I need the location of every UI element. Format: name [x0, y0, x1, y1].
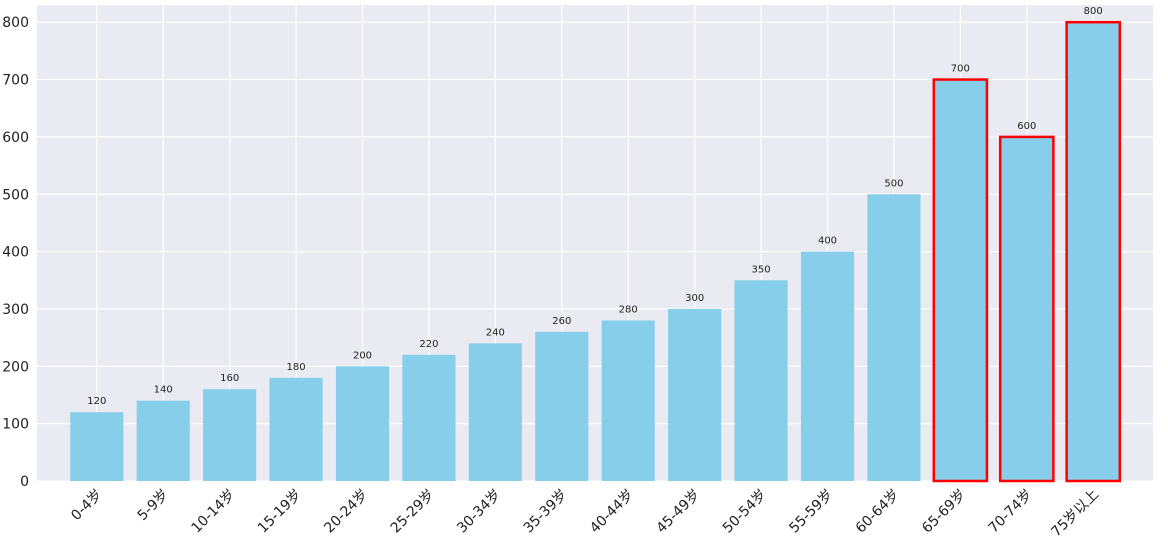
y-tick-label: 0: [20, 474, 29, 490]
bar-7: [535, 331, 589, 481]
data-label-1: 140: [154, 385, 173, 396]
data-label-14: 600: [1017, 121, 1036, 132]
y-tick-label: 700: [2, 73, 29, 89]
bars: [70, 20, 1122, 483]
y-tick-label: 300: [2, 302, 29, 318]
y-tick-label: 100: [2, 417, 29, 433]
x-tick-label: 15-19岁: [255, 487, 305, 537]
bar-14: [998, 135, 1055, 483]
data-labels: 120 140 160 180 200 220 240 260 280 300 350 400 500 7…: [87, 6, 1103, 407]
y-tick-label: 400: [2, 245, 29, 261]
data-label-5: 220: [419, 339, 438, 350]
bar-11: [800, 251, 855, 481]
data-label-13: 700: [951, 64, 970, 75]
data-label-8: 280: [619, 304, 638, 315]
data-label-0: 120: [87, 396, 106, 407]
bar-8: [601, 320, 655, 481]
bar-1: [136, 400, 190, 481]
y-axis-ticks: 0 100 200 300 400 500 600 700 800: [2, 15, 29, 490]
bar-3: [269, 377, 323, 481]
x-tick-label: 70-74岁: [986, 487, 1036, 537]
x-tick-label: 60-64岁: [853, 487, 903, 537]
x-tick-label: 35-39岁: [521, 487, 571, 537]
x-tick-label: 65-69岁: [919, 487, 969, 537]
data-label-4: 200: [353, 350, 372, 361]
x-tick-label: 40-44岁: [587, 487, 637, 537]
x-tick-label: 20-24岁: [321, 487, 371, 537]
data-label-12: 500: [884, 178, 903, 189]
bar-9: [668, 308, 722, 481]
data-label-11: 400: [818, 236, 837, 247]
y-tick-label: 800: [2, 15, 29, 31]
y-tick-label: 500: [2, 187, 29, 203]
data-label-2: 160: [220, 373, 239, 384]
bar-15: [1065, 20, 1122, 483]
y-tick-label: 200: [2, 359, 29, 375]
bar-4: [335, 366, 390, 481]
x-tick-label: 10-14岁: [188, 487, 238, 537]
bar-12: [867, 194, 921, 482]
x-tick-label: 30-34岁: [454, 487, 504, 537]
x-tick-label: 0-4岁: [68, 487, 105, 524]
bar-6: [468, 343, 522, 481]
data-label-7: 260: [552, 316, 571, 327]
x-tick-label: 25-29岁: [388, 487, 438, 537]
x-axis-ticks: 0-4岁 5-9岁 10-14岁 15-19岁 20-24岁 25-29岁 30-34岁 35…: [68, 487, 1102, 537]
bar-13: [932, 78, 989, 483]
data-label-6: 240: [486, 327, 505, 338]
y-tick-label: 600: [2, 130, 29, 146]
data-label-15: 800: [1084, 6, 1103, 17]
x-tick-label: 5-9岁: [135, 487, 172, 524]
x-tick-label: 75岁以上: [1048, 487, 1102, 537]
data-label-9: 300: [685, 293, 704, 304]
data-label-3: 180: [287, 362, 306, 373]
bar-10: [734, 280, 788, 481]
x-tick-label: 50-54岁: [720, 487, 770, 537]
bar-5: [402, 354, 456, 481]
x-tick-label: 55-59岁: [786, 487, 836, 537]
bar-2: [203, 389, 257, 481]
x-tick-label: 45-49岁: [653, 487, 703, 537]
data-label-10: 350: [752, 264, 771, 275]
bar-0: [70, 412, 124, 481]
